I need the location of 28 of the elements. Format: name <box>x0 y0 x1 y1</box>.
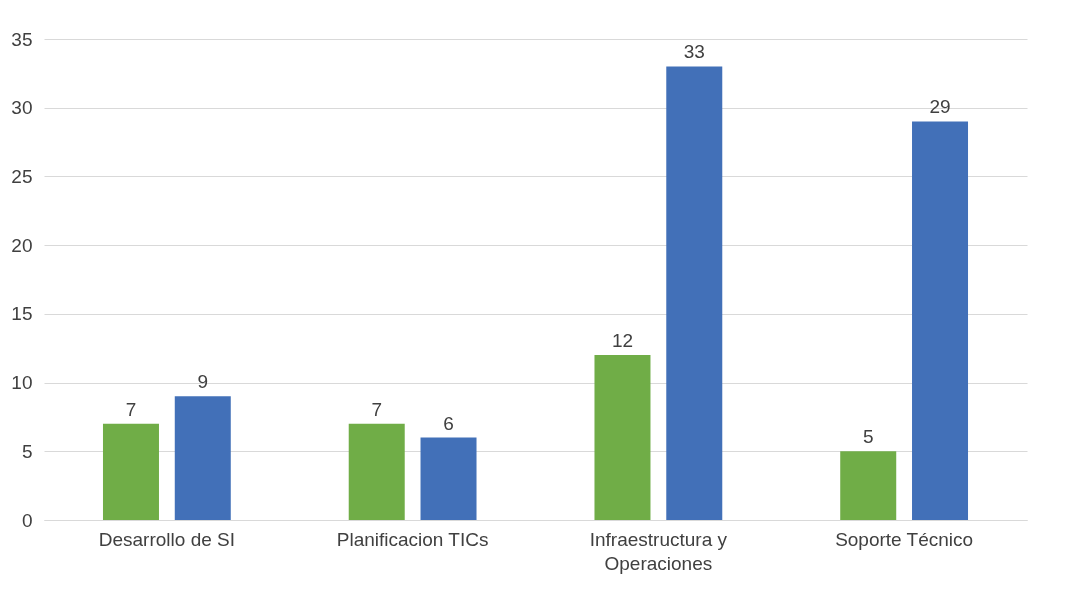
bar <box>594 355 651 520</box>
x-tick-label: Soporte Técnico <box>835 528 974 550</box>
y-tick-label: 15 <box>11 303 33 325</box>
y-tick-label: 20 <box>11 234 33 256</box>
y-tick-label: 30 <box>11 97 33 119</box>
data-label: 7 <box>125 398 137 420</box>
y-tick-label: 35 <box>11 28 33 50</box>
bar <box>102 423 159 520</box>
data-label: 7 <box>371 398 383 420</box>
data-label: 29 <box>929 96 951 118</box>
bar <box>912 121 969 520</box>
data-label: 6 <box>443 412 454 434</box>
y-tick-label: 5 <box>21 440 33 462</box>
bar <box>174 396 231 520</box>
y-tick-label: 10 <box>11 372 33 394</box>
data-label: 9 <box>197 371 209 393</box>
x-tick-label: Planificacion TICs <box>336 528 489 550</box>
data-label: 12 <box>611 330 634 352</box>
y-tick-label: 0 <box>21 509 33 531</box>
bar <box>840 451 897 520</box>
data-label: 33 <box>683 41 705 63</box>
y-tick-label: 25 <box>11 165 33 187</box>
data-label: 5 <box>862 426 874 448</box>
bar <box>348 423 405 520</box>
x-tick-label: Infraestructura y Operaciones <box>589 528 728 574</box>
x-tick-label: Desarrollo de SI <box>98 528 235 550</box>
bar <box>420 437 477 520</box>
bar <box>666 66 723 520</box>
